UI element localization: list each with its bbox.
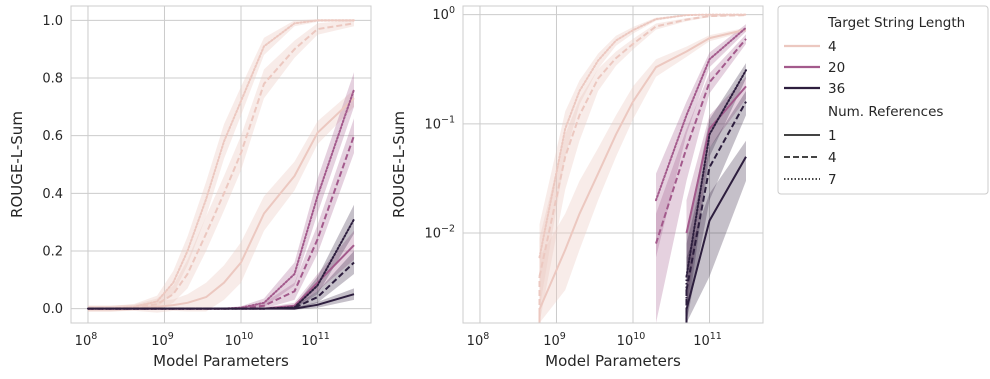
legend-label-length-20: 20 — [828, 60, 845, 76]
y-tick-label: 10−1 — [424, 114, 455, 132]
series-line-len20-refs1 — [685, 85, 747, 234]
series-line-len20-refs7 — [655, 26, 747, 202]
series-line-len4-refs4 — [538, 14, 747, 277]
legend: Target String Length 4 20 36 Num. Refere… — [777, 5, 989, 195]
x-tick-label: 1010 — [225, 331, 254, 349]
legend-title-refs: Num. References — [828, 104, 943, 120]
y-tick-label: 10−2 — [424, 224, 455, 242]
series-line-len36-refs4 — [685, 101, 747, 291]
x-axis-label: Model Parameters — [153, 352, 289, 370]
x-tick-label: 1011 — [693, 331, 722, 349]
x-tick-label: 109 — [151, 331, 174, 349]
x-tick-label: 1010 — [617, 331, 646, 349]
ci-band-len4-refs7 — [88, 19, 354, 312]
ci-band-len36-refs7 — [686, 63, 746, 323]
x-tick-label: 108 — [75, 331, 98, 349]
plot-frame — [70, 5, 372, 324]
x-axis-label: Model Parameters — [545, 352, 681, 370]
series-line-len36-refs7 — [87, 218, 355, 310]
y-axis-label: ROUGE-L-Sum — [390, 111, 408, 218]
y-tick-label: 0.0 — [42, 302, 63, 317]
y-tick-label: 1.0 — [42, 14, 63, 29]
plot-area — [538, 13, 747, 323]
legend-frame — [777, 5, 989, 195]
ci-band-len36-refs4 — [686, 91, 746, 323]
legend-label-refs-4: 4 — [828, 150, 837, 166]
ci-band-len20-refs4 — [656, 34, 746, 323]
x-tick-label: 109 — [543, 331, 566, 349]
x-tick-label: 108 — [467, 331, 490, 349]
series-line-len36-refs1 — [685, 156, 747, 310]
ci-band-len20-refs7 — [656, 24, 746, 258]
legend-label-length-4: 4 — [828, 39, 837, 55]
legend-label-length-36: 36 — [828, 81, 845, 97]
y-tick-label: 100 — [432, 5, 455, 23]
series-line-len4-refs7 — [87, 19, 355, 310]
ci-band-len36-refs1 — [686, 140, 746, 323]
x-tick-label: 1011 — [301, 331, 330, 349]
plot-frame — [462, 5, 764, 324]
y-tick-label: 0.6 — [42, 129, 63, 144]
y-tick-label: 0.8 — [42, 72, 63, 87]
right-chart-panel: 108 109 1010 1011 100 10−1 10−2 Model Parameter… — [390, 5, 764, 370]
legend-title-length: Target String Length — [827, 15, 965, 31]
plot-area — [87, 19, 355, 313]
series-line-len4-refs1 — [538, 28, 747, 310]
y-tick-label: 0.4 — [42, 187, 63, 202]
left-chart-panel: 108 109 1010 1011 0.0 0.2 0.4 0.6 0.8 1.0 Model Pa… — [8, 5, 372, 370]
legend-label-refs-7: 7 — [828, 172, 837, 188]
series-line-len36-refs7 — [685, 69, 747, 278]
series-line-len20-refs4 — [655, 38, 747, 244]
y-axis-label: ROUGE-L-Sum — [8, 111, 26, 218]
legend-label-refs-1: 1 — [828, 128, 837, 144]
series-line-len4-refs7 — [538, 13, 747, 259]
y-tick-label: 0.2 — [42, 244, 63, 259]
